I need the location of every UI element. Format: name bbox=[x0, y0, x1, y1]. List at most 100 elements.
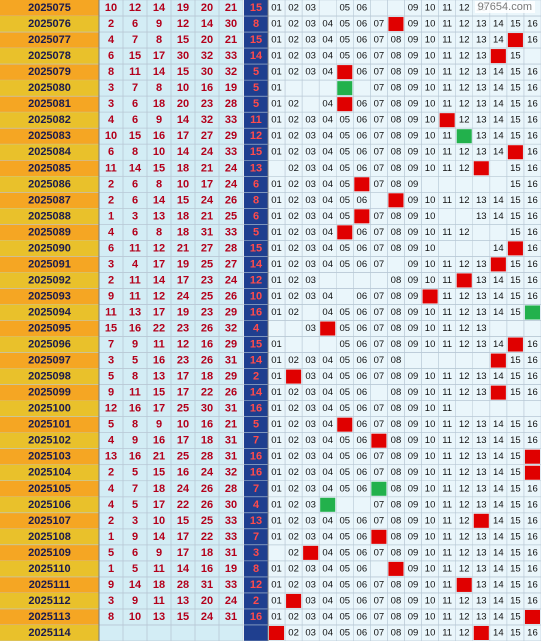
issue-number: 2025079 bbox=[28, 66, 71, 78]
red-ball-value: 1 bbox=[108, 210, 114, 222]
trend-number: 02 bbox=[288, 99, 299, 110]
trend-number: 11 bbox=[442, 531, 452, 542]
blue-hit-marker bbox=[507, 33, 523, 48]
blue-hit-marker bbox=[303, 545, 319, 560]
trend-number: 08 bbox=[391, 211, 402, 222]
trend-number: 01 bbox=[271, 499, 282, 510]
blue-hit-marker bbox=[456, 577, 472, 592]
trend-number: 02 bbox=[288, 387, 299, 398]
blue-ball-value: 8 bbox=[253, 18, 259, 30]
red-ball-value: 25 bbox=[201, 258, 213, 270]
blue-ball-value: 2 bbox=[253, 595, 259, 607]
trend-number: 15 bbox=[510, 451, 521, 462]
trend-number: 11 bbox=[442, 51, 452, 62]
blue-ball-value: 16 bbox=[250, 306, 262, 318]
red-ball-value: 16 bbox=[201, 419, 213, 431]
trend-number: 06 bbox=[357, 435, 368, 446]
trend-number: 11 bbox=[442, 595, 452, 606]
trend-number: 16 bbox=[527, 211, 538, 222]
blue-hit-marker bbox=[337, 65, 353, 80]
red-ball-value: 4 bbox=[108, 435, 115, 447]
blue-hit-marker bbox=[524, 305, 540, 320]
red-ball-value: 24 bbox=[201, 611, 214, 623]
red-ball-value: 15 bbox=[177, 515, 189, 527]
trend-number: 04 bbox=[322, 291, 333, 302]
trend-number: 05 bbox=[339, 131, 350, 142]
trend-number: 15 bbox=[510, 259, 521, 270]
red-ball-value: 25 bbox=[177, 403, 189, 415]
red-ball-value: 13 bbox=[153, 210, 165, 222]
trend-number: 12 bbox=[459, 339, 470, 350]
trend-number: 16 bbox=[527, 83, 538, 94]
red-ball-value: 19 bbox=[225, 82, 237, 94]
trend-number: 08 bbox=[391, 243, 402, 254]
red-ball-value: 10 bbox=[153, 515, 165, 527]
trend-number: 08 bbox=[391, 339, 402, 350]
trend-number: 14 bbox=[493, 515, 504, 526]
trend-number: 16 bbox=[527, 19, 538, 30]
red-ball-value: 24 bbox=[201, 467, 214, 479]
trend-number: 12 bbox=[459, 371, 470, 382]
red-ball-value: 12 bbox=[153, 290, 165, 302]
issue-cell-bg bbox=[0, 272, 99, 289]
trend-number: 11 bbox=[442, 131, 452, 142]
trend-number: 16 bbox=[527, 163, 538, 174]
blue-ball-value: 7 bbox=[253, 435, 259, 447]
trend-number: 16 bbox=[527, 291, 538, 302]
red-ball-value: 15 bbox=[177, 66, 189, 78]
trend-number: 01 bbox=[271, 227, 282, 238]
red-ball-value: 15 bbox=[177, 34, 189, 46]
trend-number: 16 bbox=[527, 131, 538, 142]
red-ball-value: 6 bbox=[108, 50, 114, 62]
blue-hit-marker bbox=[524, 449, 540, 464]
trend-number: 01 bbox=[271, 403, 282, 414]
issue-cell-bg bbox=[0, 592, 99, 609]
blue-ball-value: 5 bbox=[253, 82, 259, 94]
issue-cell-bg bbox=[0, 464, 99, 481]
red-ball-value: 32 bbox=[201, 50, 213, 62]
blue-hit-marker bbox=[388, 17, 404, 32]
trend-number: 13 bbox=[476, 467, 487, 478]
blue-ball-value: 16 bbox=[250, 467, 262, 479]
trend-number: 01 bbox=[271, 595, 282, 606]
trend-number: 13 bbox=[476, 307, 487, 318]
trend-number: 14 bbox=[493, 627, 504, 638]
trend-number: 14 bbox=[493, 243, 504, 254]
trend-number: 01 bbox=[271, 35, 282, 46]
issue-cell-bg bbox=[0, 240, 99, 257]
issue-cell-bg bbox=[0, 624, 99, 641]
trend-number: 13 bbox=[476, 579, 487, 590]
red-ball-value: 7 bbox=[132, 82, 138, 94]
red-ball-value: 12 bbox=[177, 339, 189, 351]
trend-number: 02 bbox=[288, 3, 299, 14]
blue-ball-value: 4 bbox=[253, 499, 260, 511]
red-ball-value: 33 bbox=[225, 515, 237, 527]
red-ball-value: 7 bbox=[132, 483, 138, 495]
trend-number: 15 bbox=[510, 307, 521, 318]
red-ball-value: 29 bbox=[225, 371, 237, 383]
trend-number: 03 bbox=[305, 211, 316, 222]
trend-number: 10 bbox=[425, 483, 436, 494]
trend-number: 06 bbox=[357, 163, 368, 174]
red-ball-value: 10 bbox=[153, 146, 165, 158]
red-ball-value: 23 bbox=[201, 98, 213, 110]
issue-number: 2025108 bbox=[28, 531, 71, 543]
trend-number: 10 bbox=[425, 211, 436, 222]
red-ball-value: 7 bbox=[108, 339, 114, 351]
trend-number: 13 bbox=[476, 35, 487, 46]
red-ball-value: 14 bbox=[153, 531, 166, 543]
red-ball-value: 2 bbox=[108, 515, 114, 527]
trend-number: 05 bbox=[339, 371, 350, 382]
trend-number: 03 bbox=[305, 179, 316, 190]
trend-number: 02 bbox=[288, 131, 299, 142]
trend-number: 11 bbox=[442, 19, 452, 30]
trend-number: 09 bbox=[408, 451, 419, 462]
trend-number: 16 bbox=[527, 547, 538, 558]
red-ball-value: 16 bbox=[153, 130, 165, 142]
red-ball-value: 10 bbox=[105, 130, 117, 142]
red-ball-value: 11 bbox=[129, 242, 141, 254]
trend-number: 07 bbox=[374, 595, 385, 606]
trend-number: 14 bbox=[493, 275, 504, 286]
red-ball-value: 14 bbox=[177, 146, 190, 158]
trend-number: 08 bbox=[391, 515, 402, 526]
